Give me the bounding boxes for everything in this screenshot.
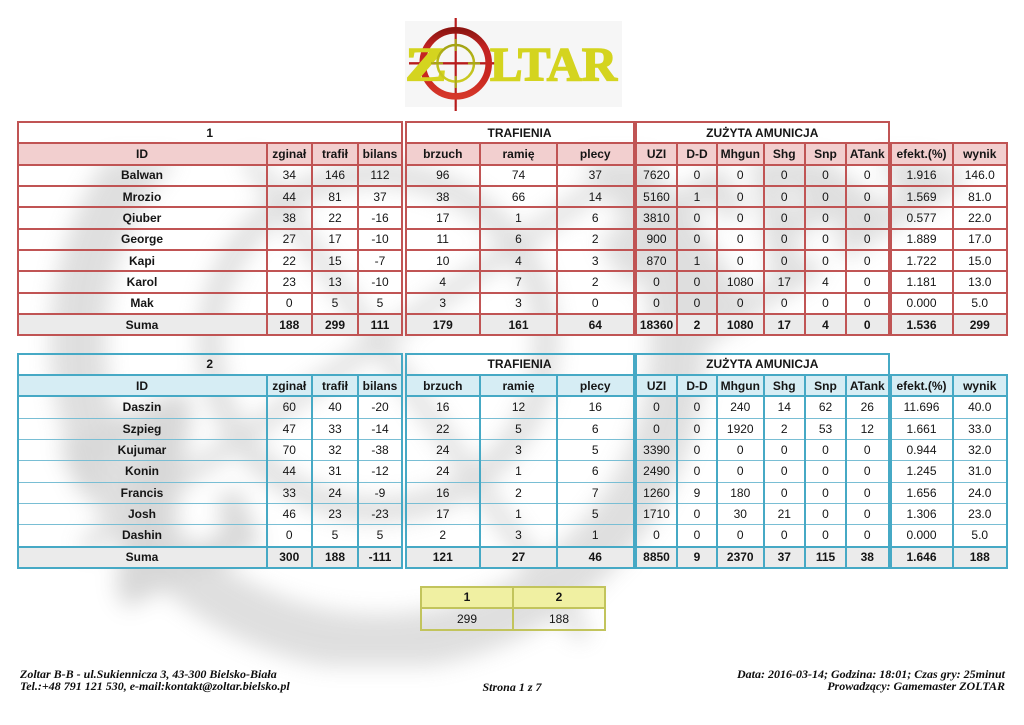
svg-text:Z: Z: [405, 39, 447, 92]
svg-text:LTAR: LTAR: [490, 39, 618, 92]
